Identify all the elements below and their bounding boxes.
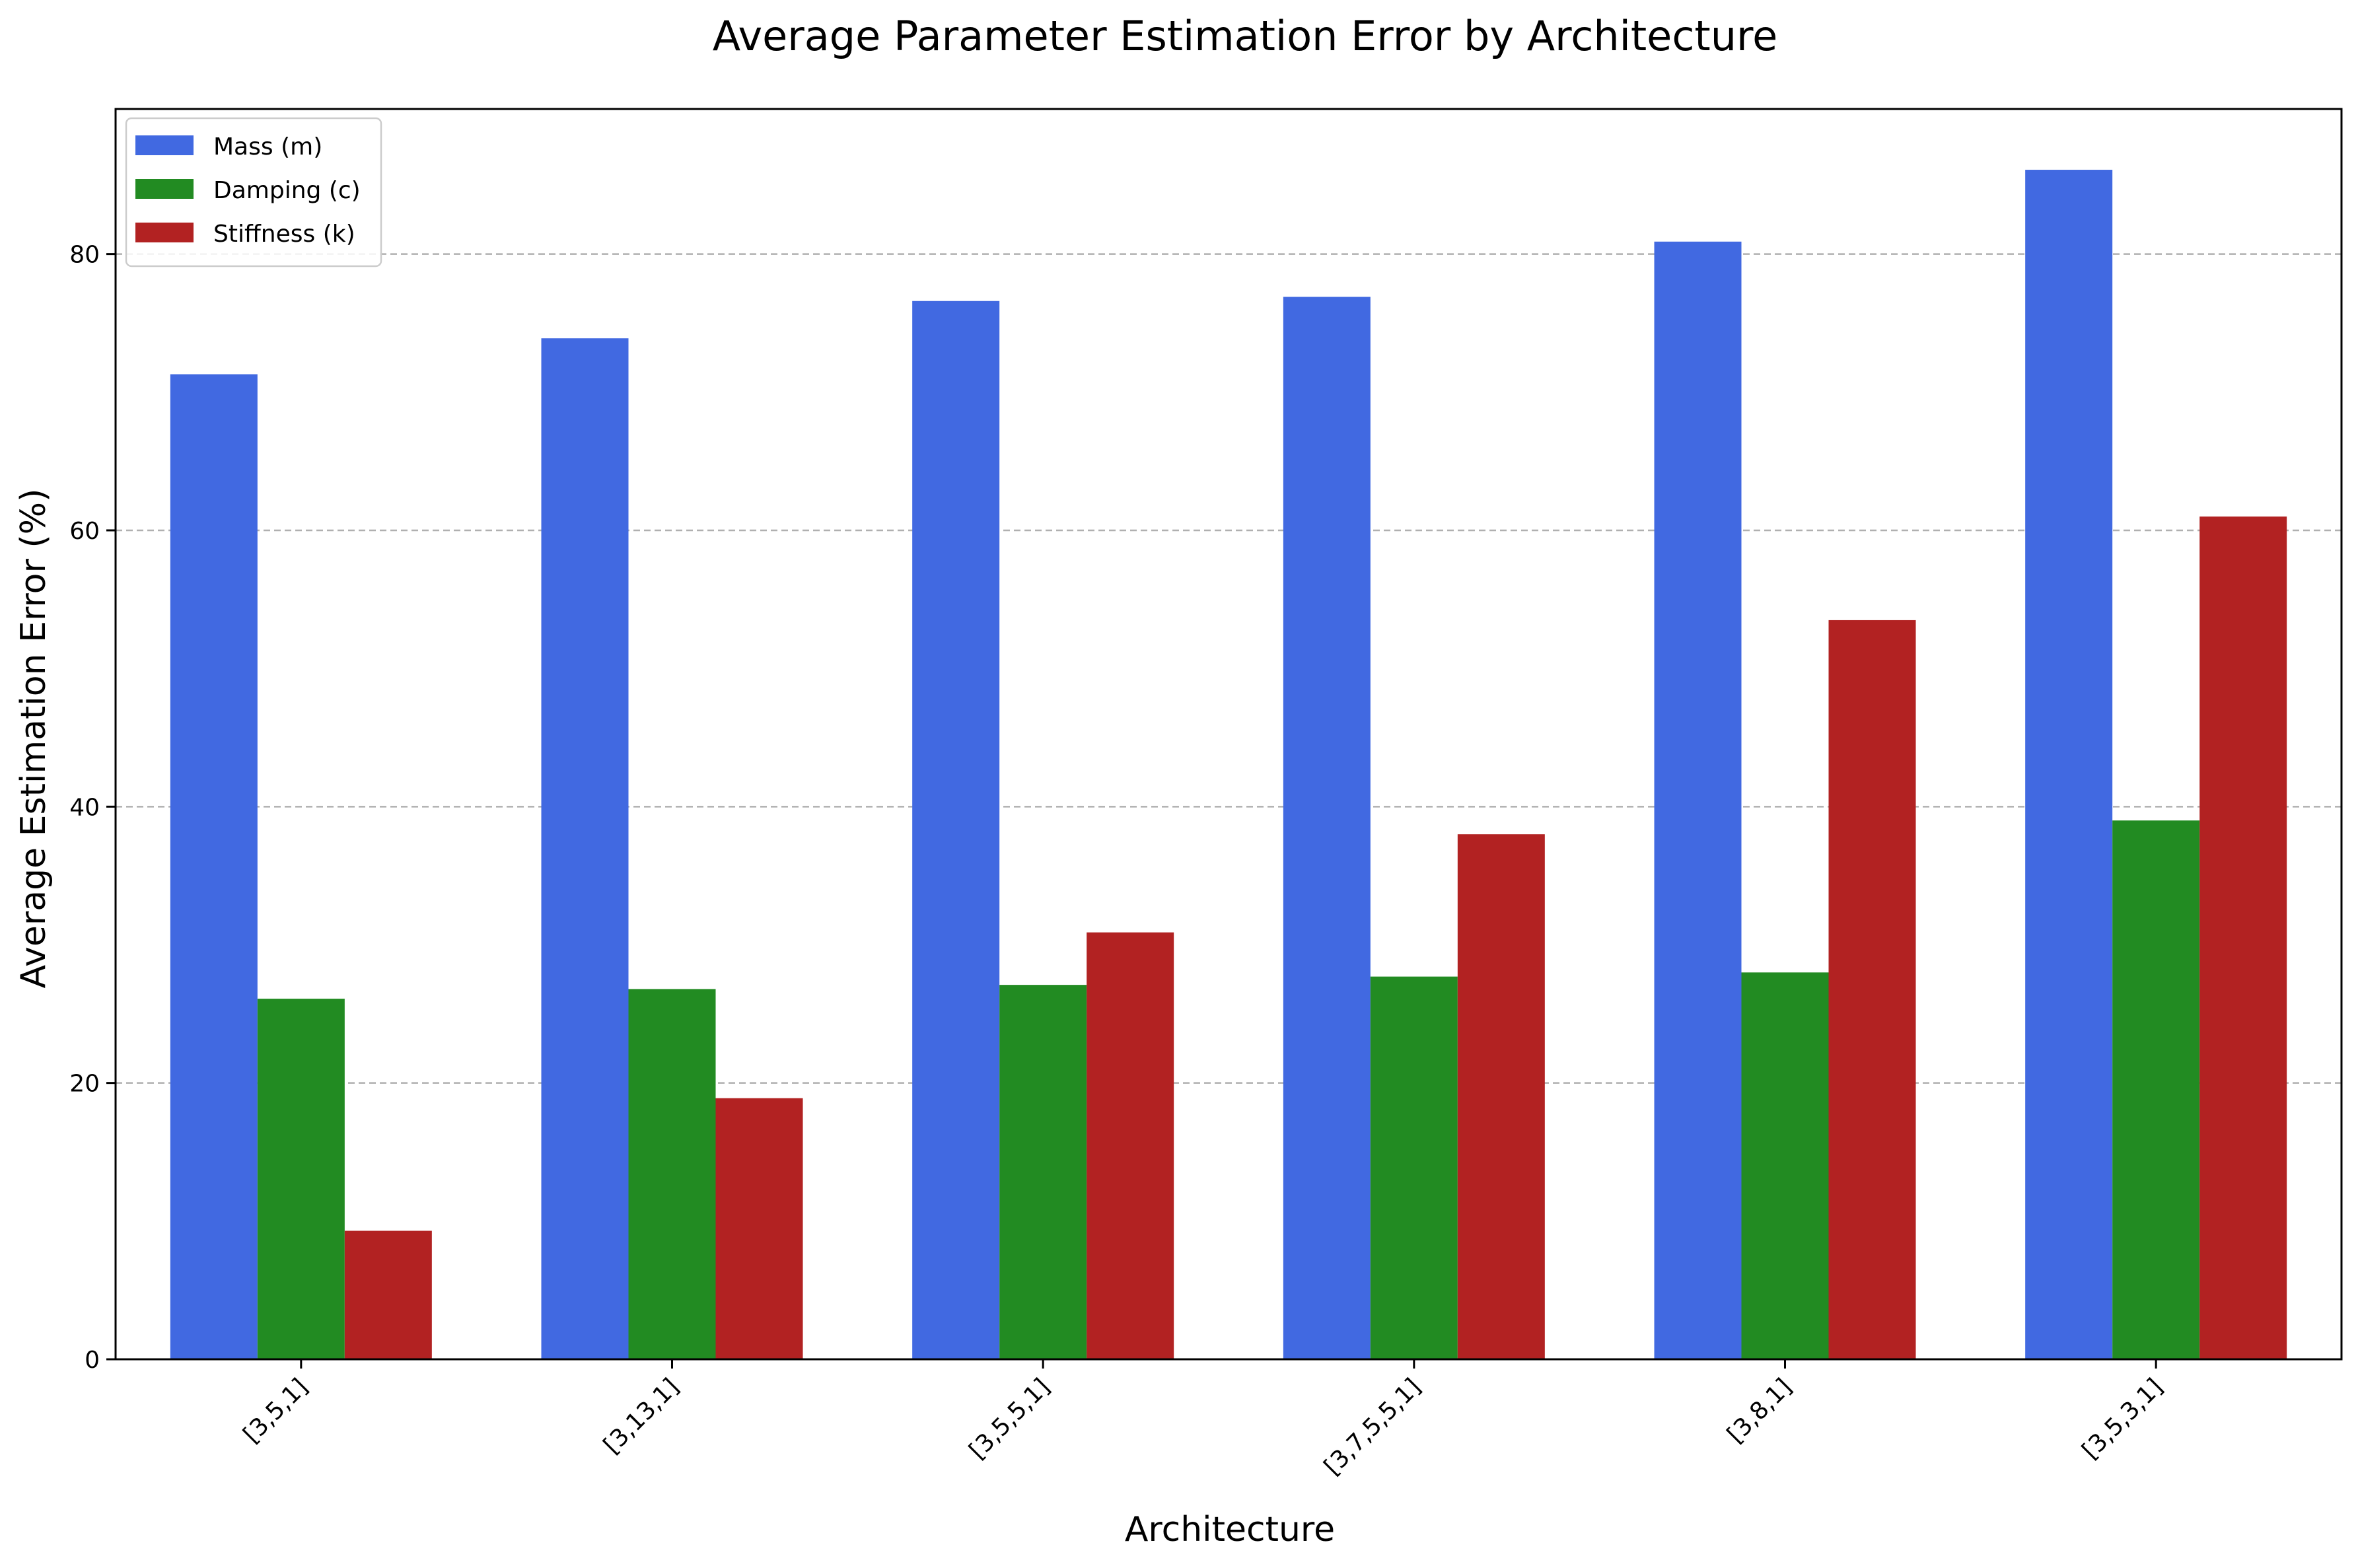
- bar-3-2: [715, 1098, 803, 1359]
- chart-title: Average Parameter Estimation Error by Ar…: [713, 12, 1778, 60]
- y-axis: 0 20 40 60 80: [69, 242, 116, 1374]
- bar-1-3: [912, 301, 1000, 1360]
- x-axis: [3,5,1] [3,13,1] [3,5,5,1] [3,7,5,5,1] [3,8,…: [238, 1359, 2168, 1481]
- y-axis-label: Average Estimation Error (%): [14, 489, 54, 989]
- legend-swatch: [135, 223, 194, 242]
- bar-2-6: [2112, 820, 2200, 1359]
- bar-1-6: [2025, 170, 2113, 1359]
- bar-2-3: [999, 985, 1087, 1359]
- bar-1-1: [170, 374, 258, 1359]
- y-tick-label: 80: [69, 242, 100, 269]
- x-axis-label: Architecture: [1125, 1510, 1335, 1550]
- x-tick-label: [3,5,3,1]: [2077, 1373, 2168, 1464]
- bar-2-4: [1370, 976, 1458, 1359]
- bar-1-4: [1283, 297, 1371, 1360]
- bar-3-1: [344, 1230, 432, 1359]
- bar-3-4: [1457, 834, 1545, 1359]
- bar-2-2: [628, 989, 716, 1359]
- legend-label: Stiffness (k): [213, 221, 355, 248]
- y-tick-label: 60: [69, 518, 100, 545]
- plot-frame: [114, 108, 2343, 1361]
- bar-1-2: [541, 338, 629, 1359]
- bar-2-1: [257, 999, 345, 1359]
- legend-label: Damping (c): [213, 177, 361, 204]
- legend: Mass (m) Damping (c) Stiffness (k): [125, 117, 382, 267]
- y-tick-label: 40: [69, 794, 100, 821]
- y-tick-label: 20: [69, 1071, 100, 1098]
- x-tick-label: [3,13,1]: [598, 1373, 684, 1459]
- bar-3-3: [1087, 932, 1174, 1359]
- bar-3-5: [1828, 620, 1916, 1359]
- legend-swatch: [135, 179, 194, 199]
- legend-swatch: [135, 135, 194, 155]
- bar-1-5: [1654, 241, 1742, 1359]
- gridlines: [116, 253, 2341, 1084]
- x-tick-label: [3,5,5,1]: [964, 1373, 1055, 1464]
- bar-2-5: [1741, 972, 1829, 1359]
- legend-label: Mass (m): [213, 133, 322, 160]
- x-tick-label: [3,8,1]: [1722, 1373, 1797, 1448]
- bar-3-6: [2199, 517, 2287, 1360]
- x-tick-label: [3,5,1]: [238, 1373, 314, 1448]
- x-tick-label: [3,7,5,5,1]: [1319, 1373, 1426, 1480]
- bars: [170, 170, 2287, 1360]
- y-tick-label: 0: [85, 1347, 100, 1374]
